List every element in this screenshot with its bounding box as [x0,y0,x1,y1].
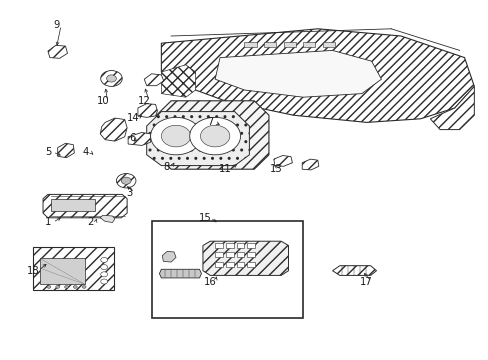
Polygon shape [215,50,381,97]
Bar [225,262,233,267]
Bar [215,252,223,257]
Text: 7: 7 [206,117,213,127]
Text: 9: 9 [53,20,60,30]
Circle shape [82,285,86,288]
Text: 4: 4 [82,147,88,157]
Circle shape [200,125,229,147]
Text: 10: 10 [96,96,109,106]
Text: 6: 6 [128,132,135,143]
Polygon shape [156,101,268,169]
Circle shape [189,117,240,155]
Polygon shape [159,269,201,278]
Circle shape [64,285,68,288]
Circle shape [101,265,107,270]
Text: 8: 8 [163,162,169,172]
Bar [151,221,303,318]
Text: 12: 12 [138,96,150,106]
Circle shape [121,177,131,184]
Bar [225,243,233,248]
Polygon shape [203,241,288,275]
Text: 5: 5 [44,147,51,157]
Text: 1: 1 [44,217,51,228]
Bar [244,42,256,47]
Text: 16: 16 [203,276,216,287]
Circle shape [47,285,51,288]
Polygon shape [100,215,115,222]
Bar [51,199,95,211]
Polygon shape [128,132,150,145]
Polygon shape [162,251,176,262]
Circle shape [56,285,60,288]
Bar [264,42,276,47]
Polygon shape [100,118,127,141]
Bar [236,252,244,257]
Text: 17: 17 [360,276,372,287]
Bar [33,247,114,290]
Circle shape [101,272,107,277]
Polygon shape [161,29,473,122]
Bar [247,262,255,267]
Circle shape [73,285,77,288]
Polygon shape [429,86,473,130]
Polygon shape [48,45,67,58]
Polygon shape [144,74,163,86]
Text: 18: 18 [27,266,40,276]
Text: 15: 15 [199,213,211,223]
Polygon shape [58,143,74,158]
Bar [322,42,334,47]
Bar [215,243,223,248]
Text: 2: 2 [87,217,94,228]
Text: 13: 13 [269,164,282,174]
Circle shape [101,257,107,262]
Polygon shape [332,266,376,275]
Circle shape [116,174,136,188]
Bar [215,262,223,267]
Bar [303,42,315,47]
Circle shape [161,125,190,147]
Polygon shape [302,159,318,170]
Text: 3: 3 [126,188,132,198]
Bar [283,42,295,47]
Bar [225,252,233,257]
Circle shape [106,75,116,82]
Bar [40,258,85,284]
Bar [247,252,255,257]
Circle shape [150,117,201,155]
Text: 14: 14 [126,113,139,123]
Polygon shape [43,194,127,218]
Bar [236,262,244,267]
Circle shape [101,71,122,86]
Circle shape [101,279,107,284]
Bar [236,243,244,248]
Polygon shape [161,65,195,97]
Polygon shape [138,104,157,117]
Polygon shape [146,112,249,166]
Bar [247,243,255,248]
Polygon shape [273,156,292,166]
Text: 11: 11 [218,164,231,174]
